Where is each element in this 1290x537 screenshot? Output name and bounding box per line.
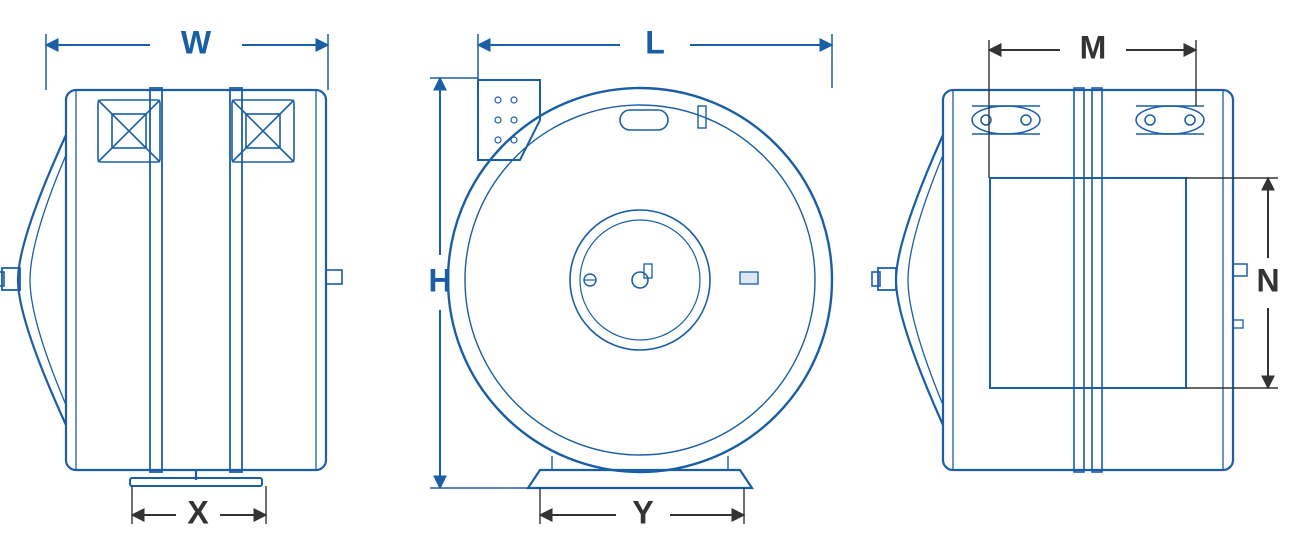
svg-text:M: M (1080, 29, 1107, 65)
svg-text:Y: Y (632, 494, 653, 530)
svg-text:W: W (181, 24, 212, 60)
dimension-annotations: W L M H (46, 24, 1280, 530)
dim-L: L (478, 24, 832, 88)
svg-text:X: X (187, 494, 209, 530)
svg-text:H: H (428, 262, 451, 298)
svg-text:N: N (1256, 262, 1279, 298)
dim-X: X (132, 486, 266, 530)
right-elevation-view (872, 88, 1247, 472)
svg-text:L: L (645, 24, 665, 60)
front-elevation-view (448, 80, 832, 488)
dim-W: W (46, 24, 328, 90)
dim-Y: Y (540, 488, 744, 530)
left-elevation-view (0, 88, 342, 486)
